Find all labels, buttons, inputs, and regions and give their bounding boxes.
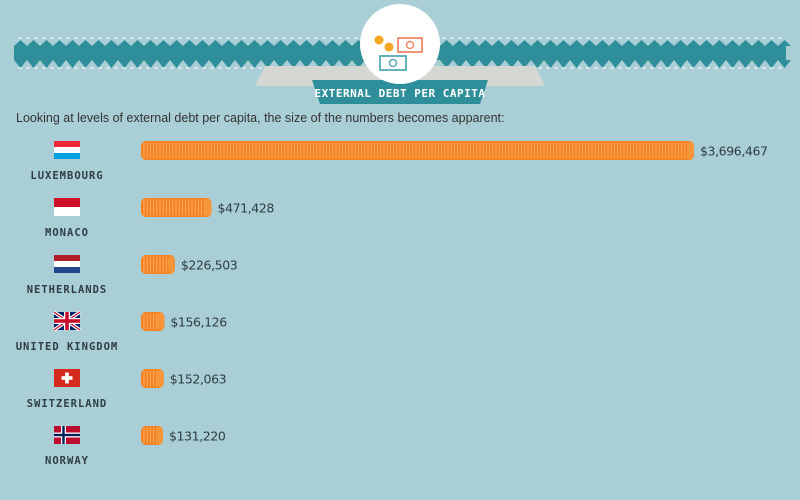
value-label: $226,503 [181, 258, 237, 273]
category-label: SWITZERLAND [27, 398, 108, 410]
chart-row: UNITED KINGDOM $156,126 [16, 310, 228, 353]
chart-title: EXTERNAL DEBT PER CAPITA [315, 87, 486, 100]
value-label: $152,063 [170, 372, 226, 387]
bar [141, 312, 165, 331]
uk-flag-icon [53, 310, 81, 332]
bar [141, 255, 175, 274]
category-label: NETHERLANDS [27, 284, 108, 296]
value-label: $471,428 [218, 201, 275, 216]
chart-row: NORWAY $131,220 [45, 426, 226, 467]
chart-row: NETHERLANDS $226,503 [27, 255, 238, 296]
money-icon [374, 35, 423, 71]
switzerland-flag-icon [54, 369, 80, 387]
chart-row: MONACO $471,428 [45, 198, 275, 239]
bar [141, 141, 694, 160]
category-label: MONACO [45, 227, 89, 239]
value-label: $3,696,467 [700, 144, 768, 159]
value-label: $131,220 [169, 429, 226, 444]
bar [141, 426, 163, 445]
value-label: $156,126 [170, 315, 227, 330]
category-label: LUXEMBOURG [30, 170, 103, 182]
chart-row: SWITZERLAND $152,063 [27, 369, 227, 410]
intro-text: Looking at levels of external debt per c… [16, 111, 505, 125]
category-label: NORWAY [45, 455, 89, 467]
emblem-circle [360, 4, 440, 84]
norway-flag-icon [54, 426, 80, 444]
header-banner: EXTERNAL DEBT PER CAPITA [14, 4, 791, 104]
bar [141, 198, 212, 217]
category-label: UNITED KINGDOM [16, 341, 119, 353]
bar-chart: LUXEMBOURG $3,696,467 MONACO $471,428 NETHER… [16, 141, 768, 467]
luxembourg-flag-icon [54, 141, 80, 159]
monaco-flag-icon [54, 198, 80, 216]
netherlands-flag-icon [54, 255, 80, 273]
bar [141, 369, 164, 388]
chart-row: LUXEMBOURG $3,696,467 [30, 141, 768, 182]
